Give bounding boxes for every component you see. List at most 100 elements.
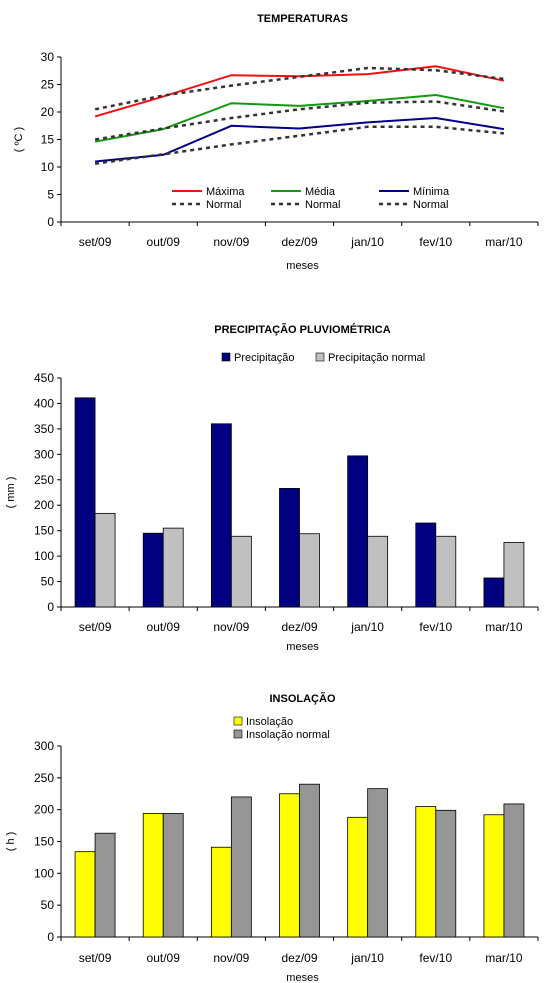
bar-normal-mar-10 <box>503 803 525 938</box>
y-tick-label: 100 <box>34 549 54 563</box>
x-tick-label: nov/09 <box>213 235 249 249</box>
y-tick-label: 250 <box>34 771 54 785</box>
legend-swatch <box>221 352 231 362</box>
legend-label: Insolação normal <box>246 729 330 741</box>
y-tick-label: 300 <box>34 447 54 461</box>
bar-normal-set-09 <box>94 832 116 938</box>
y-tick-label: 200 <box>34 498 54 512</box>
y-tick-label: 150 <box>34 835 54 849</box>
legend-swatch <box>233 716 243 726</box>
x-tick-label: set/09 <box>79 235 112 249</box>
x-tick-label: mar/10 <box>485 620 523 634</box>
series-line-5 <box>95 116 505 163</box>
bar-normal-dez-09 <box>299 533 320 608</box>
legend-label: Precipitação normal <box>328 352 425 364</box>
bar-primary-jan-10 <box>347 455 369 608</box>
legend-label: Precipitação <box>234 352 295 364</box>
bar-primary-dez-09 <box>279 793 300 938</box>
x-tick-label: jan/10 <box>350 620 384 634</box>
x-tick-label: mar/10 <box>485 235 523 249</box>
x-tick-label: mar/10 <box>485 951 523 965</box>
y-tick-label: 350 <box>34 422 54 436</box>
x-tick-label: out/09 <box>147 620 181 634</box>
y-tick-label: 100 <box>34 866 54 880</box>
y-tick-label: 50 <box>41 898 55 912</box>
bar-primary-set-09 <box>74 397 96 608</box>
bar-normal-mar-10 <box>503 541 525 608</box>
y-tick-label: 400 <box>34 396 54 410</box>
y-tick-label: 50 <box>41 575 55 589</box>
x-tick-label: fev/10 <box>419 620 452 634</box>
chart-2: PRECIPITAÇÃO PLUVIOMÉTRICA 0 50 100 150 200 25… <box>5 323 539 653</box>
x-tick-label: dez/09 <box>281 620 317 634</box>
x-tick-label: fev/10 <box>419 235 452 249</box>
y-tick-label: 450 <box>34 371 54 385</box>
bar-primary-mar-10 <box>483 577 505 608</box>
y-tick-label: 250 <box>34 473 54 487</box>
bar-primary-fev-10 <box>415 806 437 938</box>
legend-label: Insolação <box>246 716 293 728</box>
y-tick-label: 0 <box>47 215 54 229</box>
series-line-6 <box>94 125 505 165</box>
y-tick-label: 30 <box>41 50 55 64</box>
y-tick-label: 25 <box>41 78 55 92</box>
y-tick-label: 300 <box>34 739 54 753</box>
chart-title: PRECIPITAÇÃO PLUVIOMÉTRICA <box>214 323 390 336</box>
bar-normal-out-09 <box>162 527 184 608</box>
legend-swatch <box>315 352 325 362</box>
x-tick-label: jan/10 <box>350 951 384 965</box>
bar-primary-out-09 <box>142 813 164 938</box>
legend-label: Normal <box>305 199 340 211</box>
x-tick-label: out/09 <box>147 235 181 249</box>
legend-label: Normal <box>413 199 448 211</box>
x-axis-title: meses <box>286 972 319 983</box>
legend-label: Máxima <box>206 186 245 198</box>
y-tick-label: 10 <box>41 160 55 174</box>
legend-label: Mínima <box>413 186 450 198</box>
y-tick-label: 15 <box>41 133 55 147</box>
y-tick-label: 0 <box>47 930 54 944</box>
y-tick-label: 200 <box>34 803 54 817</box>
bar-primary-nov-09 <box>210 423 232 608</box>
y-tick-label: 5 <box>47 188 54 202</box>
bar-primary-mar-10 <box>483 814 505 938</box>
y-axis-title: ( h ) <box>5 832 17 852</box>
chart-1: TEMPERATURAS 0 5 10 15 20 25 30 set/09 out/09 nov/… <box>13 13 539 272</box>
bar-primary-dez-09 <box>279 488 300 608</box>
y-axis-title: ( mm ) <box>5 477 17 509</box>
x-tick-label: out/09 <box>147 951 181 965</box>
bar-primary-set-09 <box>74 851 96 938</box>
y-tick-label: 0 <box>47 600 54 614</box>
bar-normal-nov-09 <box>230 535 252 608</box>
y-axis-title: ( ºC ) <box>13 127 25 152</box>
x-tick-label: dez/09 <box>281 235 317 249</box>
bar-normal-dez-09 <box>299 783 320 938</box>
bar-normal-jan-10 <box>367 535 389 608</box>
bar-normal-jan-10 <box>367 788 389 938</box>
x-tick-label: set/09 <box>79 951 112 965</box>
chart-title: INSOLAÇÃO <box>270 692 336 705</box>
bar-normal-fev-10 <box>435 535 457 608</box>
x-tick-label: nov/09 <box>213 951 249 965</box>
bar-primary-jan-10 <box>347 816 369 938</box>
series-line-4 <box>94 100 505 141</box>
bar-normal-nov-09 <box>230 796 252 938</box>
x-axis-title: meses <box>286 260 319 272</box>
y-tick-label: 150 <box>34 524 54 538</box>
x-tick-label: dez/09 <box>281 951 317 965</box>
x-tick-label: jan/10 <box>350 235 384 249</box>
y-tick-label: 20 <box>41 105 55 119</box>
bar-normal-out-09 <box>162 813 184 938</box>
series-line-1 <box>94 65 505 118</box>
x-tick-label: fev/10 <box>419 951 452 965</box>
x-tick-label: set/09 <box>79 620 112 634</box>
bar-primary-fev-10 <box>415 522 437 608</box>
bar-normal-set-09 <box>94 512 116 608</box>
bar-primary-nov-09 <box>210 846 232 938</box>
legend-label: Normal <box>206 199 241 211</box>
series-line-2 <box>94 66 505 111</box>
legend-label: Média <box>305 186 336 198</box>
bar-normal-fev-10 <box>435 809 457 938</box>
chart-title: TEMPERATURAS <box>257 13 348 25</box>
